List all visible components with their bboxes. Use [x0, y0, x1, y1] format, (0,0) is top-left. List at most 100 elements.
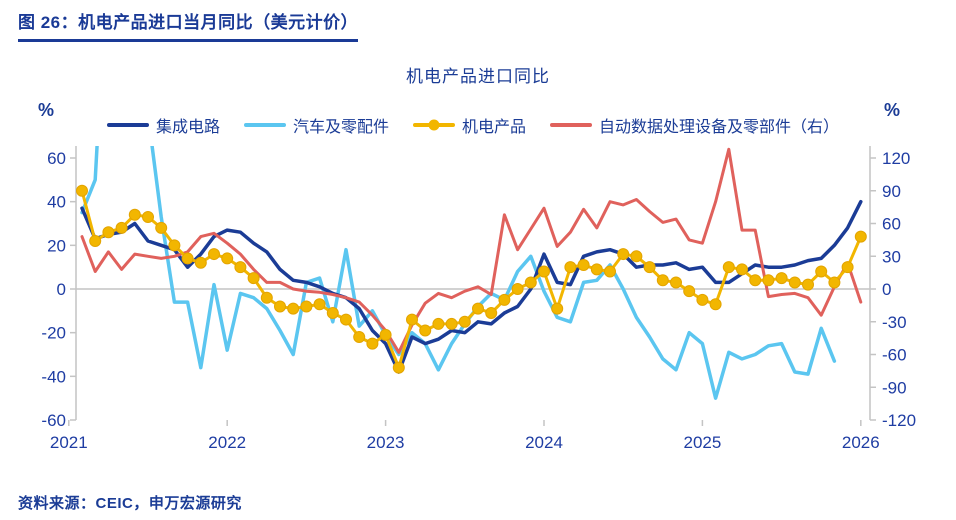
series-point-machinery-products [313, 298, 326, 311]
series-point-machinery-products [617, 248, 630, 261]
plot-area [76, 146, 867, 400]
series-point-machinery-products [709, 298, 722, 311]
left-axis-tick-label: -60 [41, 411, 66, 430]
series-point-machinery-products [115, 221, 128, 234]
series-point-machinery-products [854, 230, 867, 243]
series-point-machinery-products [643, 261, 656, 274]
series-point-machinery-products [485, 307, 498, 320]
series-point-machinery-products [300, 300, 313, 313]
x-axis-tick-label: 2026 [842, 433, 880, 452]
series-point-machinery-products [762, 274, 775, 287]
series-point-machinery-products [577, 258, 590, 271]
series-point-machinery-products [445, 317, 458, 330]
left-axis-tick-label: 20 [47, 236, 66, 255]
series-point-machinery-products [326, 307, 339, 320]
series-point-machinery-products [102, 226, 115, 239]
right-axis-tick-label: -60 [882, 346, 907, 365]
series-point-machinery-products [551, 302, 564, 315]
left-axis-tick-label: 40 [47, 193, 66, 212]
series-point-machinery-products [181, 252, 194, 265]
series-point-machinery-products [788, 276, 801, 289]
series-line-integrated-circuits [80, 199, 863, 374]
series-point-machinery-products [841, 261, 854, 274]
series-point-machinery-products [630, 250, 643, 263]
series-point-machinery-products [168, 239, 181, 252]
left-axis-tick-label: 60 [47, 149, 66, 168]
right-axis-tick-label: 90 [882, 182, 901, 201]
series-point-machinery-products [775, 272, 788, 285]
legend-item-integrated-circuits: 集成电路 [106, 113, 220, 137]
series-point-machinery-products [458, 315, 471, 328]
series-point-machinery-products [432, 317, 445, 330]
chart-title: 机电产品进口同比 [406, 67, 550, 86]
left-axis-tick-label: 0 [57, 280, 66, 299]
series-point-machinery-products [392, 361, 405, 374]
right-axis-tick-label: 30 [882, 247, 901, 266]
legend-label-adp-equipment: 自动数据处理设备及零部件（右） [599, 119, 840, 136]
series-point-machinery-products [76, 184, 88, 197]
series-point-machinery-products [722, 261, 735, 274]
series-point-machinery-products [498, 293, 511, 306]
right-axis-tick-label: -120 [882, 411, 916, 430]
series-point-machinery-products [511, 283, 524, 295]
right-axis-tick-label: 60 [882, 215, 901, 234]
left-axis-tick-label: -40 [41, 367, 66, 386]
x-axis-tick-label: 2023 [367, 433, 405, 452]
series-point-machinery-products [683, 285, 696, 298]
legend-swatch-integrated-circuits [106, 123, 149, 127]
right-axis-tick-label: 120 [882, 149, 910, 168]
left-axis-unit: % [38, 100, 55, 120]
x-axis-tick-label: 2025 [683, 433, 721, 452]
legend-label-integrated-circuits: 集成电路 [155, 119, 220, 136]
series-point-machinery-products [89, 234, 102, 247]
figure-title: 图 26：机电产品进口当月同比（美元计价） [18, 8, 359, 42]
series-point-machinery-products [524, 276, 537, 289]
series-point-machinery-products [749, 274, 762, 287]
right-axis-tick-label: 0 [882, 280, 891, 299]
x-axis-tick-label: 2024 [525, 433, 563, 452]
series-point-machinery-products [696, 293, 709, 306]
legend-label-machinery-products: 机电产品 [462, 119, 527, 136]
series-point-machinery-products [406, 313, 418, 326]
series-point-machinery-products [472, 302, 484, 315]
series-line-adp-equipment [80, 147, 863, 354]
x-axis-tick-label: 2021 [50, 433, 88, 452]
series-point-machinery-products [828, 276, 841, 289]
series-point-machinery-products [736, 263, 748, 276]
series-point-machinery-products [142, 210, 154, 223]
legend-swatch-machinery-products [413, 119, 455, 131]
series-point-machinery-products [670, 276, 682, 289]
legend-label-auto-and-parts: 汽车及零配件 [292, 119, 389, 136]
series-point-machinery-products [274, 300, 286, 313]
series-line-machinery-products [80, 189, 863, 370]
legend-marker-dot [428, 119, 440, 131]
series-point-machinery-products [538, 265, 550, 278]
legend-item-machinery-products: 机电产品 [413, 113, 526, 137]
series-point-machinery-products [194, 256, 207, 269]
legend-item-auto-and-parts: 汽车及零配件 [243, 113, 389, 137]
series-point-machinery-products [353, 331, 366, 344]
series-point-machinery-products [604, 265, 616, 278]
series-point-machinery-products [802, 278, 814, 291]
source-note: 资料来源：CEIC，申万宏源研究 [18, 495, 242, 512]
series-point-machinery-products [815, 265, 828, 278]
series-point-machinery-products [564, 261, 577, 274]
right-axis-tick-label: -30 [882, 313, 907, 332]
series-point-machinery-products [128, 208, 141, 221]
series-point-machinery-products [419, 324, 432, 337]
series-point-machinery-products [379, 328, 392, 341]
x-axis-tick-label: 2022 [208, 433, 246, 452]
legend-item-adp-equipment: 自动数据处理设备及零部件（右） [550, 113, 839, 137]
series-point-machinery-products [590, 263, 603, 276]
right-axis-tick-label: -90 [882, 378, 907, 397]
left-axis-tick-label: -20 [41, 324, 66, 343]
series-point-machinery-products [155, 221, 168, 234]
right-axis-unit: % [884, 100, 901, 120]
series-point-machinery-products [221, 252, 234, 265]
legend-swatch-auto-and-parts [243, 123, 286, 127]
legend-swatch-adp-equipment [550, 123, 593, 127]
series-point-machinery-products [340, 313, 352, 326]
series-point-machinery-products [656, 274, 669, 287]
series-point-machinery-products [247, 272, 260, 285]
